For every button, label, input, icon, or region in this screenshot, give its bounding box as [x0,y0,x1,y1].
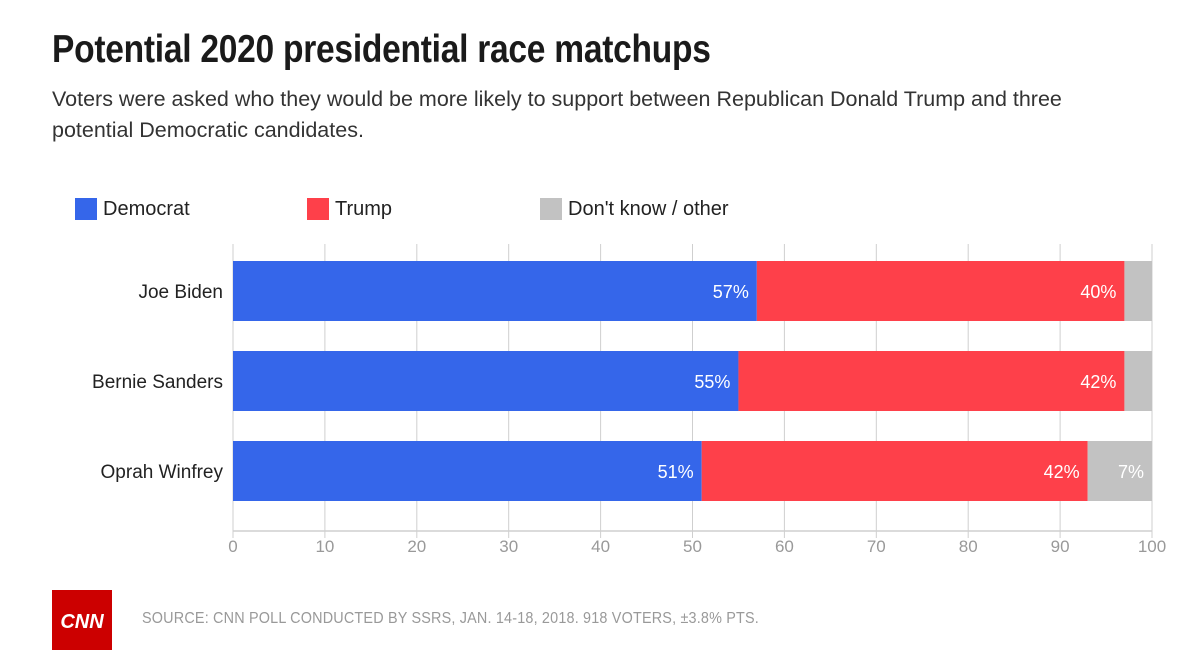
x-tick-label-90: 90 [1051,537,1070,556]
x-tick-label-80: 80 [959,537,978,556]
x-tick-label-20: 20 [407,537,426,556]
bar-trump-bernie-sanders [738,351,1125,411]
data-label-other-oprah-winfrey: 7% [1118,462,1144,482]
data-label-democrat-joe-biden: 57% [713,282,749,302]
bar-trump-oprah-winfrey [701,441,1088,501]
x-tick-label-50: 50 [683,537,702,556]
category-label-joe-biden: Joe Biden [138,282,223,303]
cnn-logo-text: CNN [60,611,104,633]
x-tick-label-40: 40 [591,537,610,556]
data-label-trump-oprah-winfrey: 42% [1044,462,1080,482]
legend-swatch-other [540,198,562,220]
x-tick-label-70: 70 [867,537,886,556]
legend-item-trump: Trump [307,196,392,222]
data-label-trump-bernie-sanders: 42% [1080,372,1116,392]
legend-swatch-trump [307,198,329,220]
chart-title: Potential 2020 presidential race matchup… [52,28,711,71]
cnn-logo-mark: CNN [60,611,104,633]
legend-swatch-democrat [75,198,97,220]
bar-other-bernie-sanders [1124,351,1152,411]
cnn-logo: CNN [52,590,112,650]
legend-label-democrat: Democrat [103,197,190,220]
x-tick-label-30: 30 [499,537,518,556]
bar-democrat-joe-biden [233,261,757,321]
legend-label-trump: Trump [335,197,393,220]
bar-other-joe-biden [1124,261,1152,321]
x-tick-label-10: 10 [315,537,334,556]
category-label-oprah-winfrey: Oprah Winfrey [101,462,224,483]
data-label-democrat-bernie-sanders: 55% [694,372,730,392]
source-note: SOURCE: CNN POLL CONDUCTED BY SSRS, JAN.… [142,610,759,627]
legend: Democrat Trump Don't know / other [0,196,1200,222]
data-label-democrat-oprah-winfrey: 51% [658,462,694,482]
bar-other-oprah-winfrey [1087,441,1152,501]
bar-trump-joe-biden [756,261,1125,321]
chart-subtitle: Voters were asked who they would be more… [52,87,1062,142]
bar-democrat-bernie-sanders [233,351,739,411]
legend-label-other: Don't know / other [568,197,729,220]
x-tick-label-60: 60 [775,537,794,556]
x-tick-label-0: 0 [228,537,237,556]
x-tick-label-100: 100 [1138,537,1166,556]
data-label-trump-joe-biden: 40% [1080,282,1116,302]
bar-democrat-oprah-winfrey [233,441,702,501]
legend-item-democrat: Democrat [75,196,190,222]
legend-item-other: Don't know / other [540,196,729,222]
category-label-bernie-sanders: Bernie Sanders [92,372,223,393]
